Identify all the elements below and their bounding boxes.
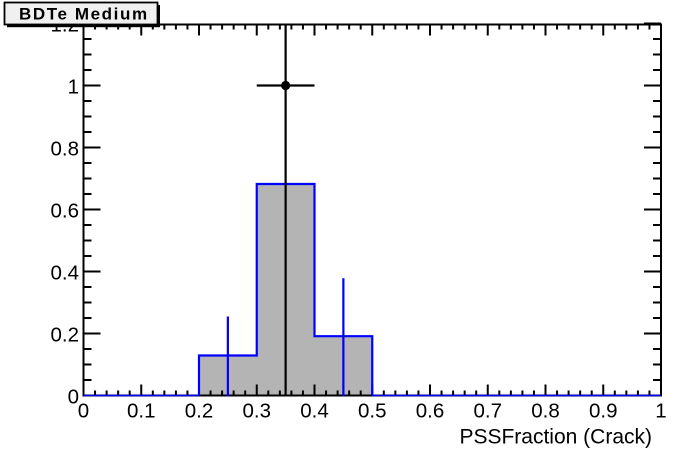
- svg-text:0.8: 0.8: [51, 137, 80, 160]
- svg-text:0: 0: [68, 385, 79, 408]
- svg-text:0.4: 0.4: [51, 261, 80, 284]
- svg-text:0.9: 0.9: [589, 400, 618, 423]
- svg-text:0: 0: [78, 400, 89, 423]
- svg-text:0.7: 0.7: [474, 400, 503, 423]
- svg-text:0.3: 0.3: [243, 400, 272, 423]
- svg-text:1: 1: [655, 400, 666, 423]
- svg-text:1: 1: [68, 75, 79, 98]
- svg-text:0.6: 0.6: [51, 199, 80, 222]
- svg-text:0.8: 0.8: [531, 400, 560, 423]
- svg-text:0.4: 0.4: [300, 400, 329, 423]
- svg-text:0.2: 0.2: [51, 323, 80, 346]
- svg-text:0.6: 0.6: [416, 400, 445, 423]
- svg-text:PSSFraction (Crack): PSSFraction (Crack): [459, 426, 652, 449]
- svg-text:BDTe Medium: BDTe Medium: [19, 4, 149, 23]
- svg-text:0.2: 0.2: [185, 400, 214, 423]
- svg-text:0.1: 0.1: [127, 400, 156, 423]
- svg-text:0.5: 0.5: [358, 400, 387, 423]
